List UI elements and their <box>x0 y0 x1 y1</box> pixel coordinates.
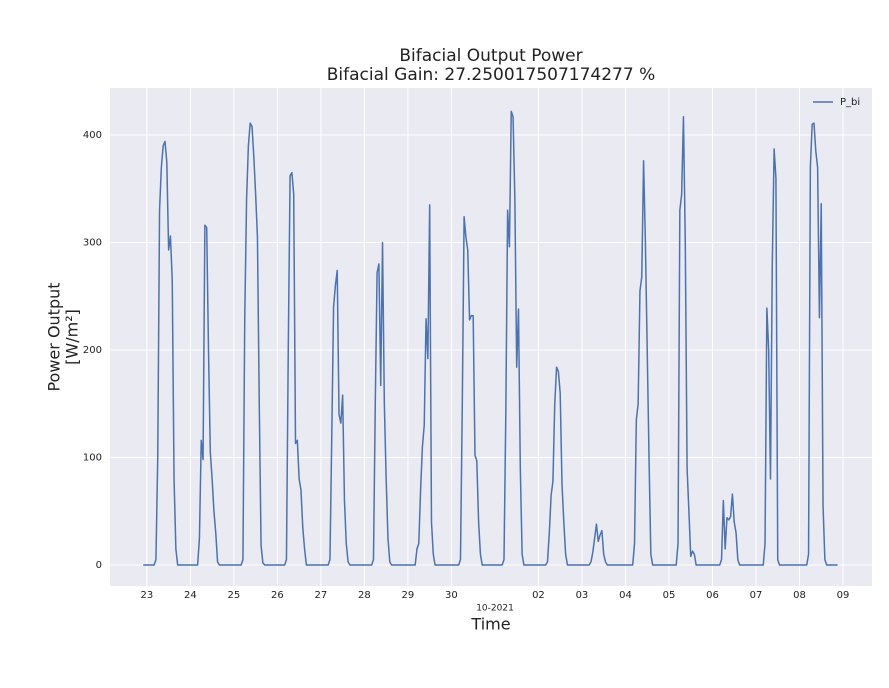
x-tick-label: 27 <box>315 590 328 601</box>
x-tick-label: 30 <box>445 590 458 601</box>
plot-area <box>110 88 872 586</box>
y-tick-label: 100 <box>83 453 102 464</box>
y-tick-label: 300 <box>83 237 102 248</box>
x-tick-label: 26 <box>271 590 284 601</box>
x-tick-label: 05 <box>663 590 676 601</box>
x-tick-label: 09 <box>837 590 850 601</box>
x-tick-label: 02 <box>532 590 545 601</box>
y-tick-label: 0 <box>96 560 102 571</box>
x-offset-label: 10-2021 <box>476 604 514 614</box>
x-tick-label: 29 <box>402 590 415 601</box>
data-line <box>143 110 838 566</box>
x-tick-label: 28 <box>358 590 371 601</box>
x-tick-label: 08 <box>793 590 806 601</box>
x-axis-label: Time <box>470 615 510 634</box>
x-tick-label: 03 <box>576 590 589 601</box>
x-tick-label: 07 <box>750 590 763 601</box>
x-tick-label: 04 <box>619 590 632 601</box>
y-axis-label: Power Output <box>45 282 64 391</box>
y-tick-label: 200 <box>83 345 102 356</box>
chart-subtitle: Bifacial Gain: 27.250017507174277 % <box>327 65 655 85</box>
y-axis-label: [W/m²] <box>63 309 82 365</box>
x-tick-label: 25 <box>228 590 241 601</box>
y-tick-label: 400 <box>83 130 102 141</box>
legend-label: P_bi <box>840 97 860 108</box>
x-tick-label: 24 <box>184 590 197 601</box>
x-tick-label: 23 <box>140 590 153 601</box>
chart-title: Bifacial Output Power <box>399 46 582 66</box>
x-tick-label: 06 <box>706 590 719 601</box>
